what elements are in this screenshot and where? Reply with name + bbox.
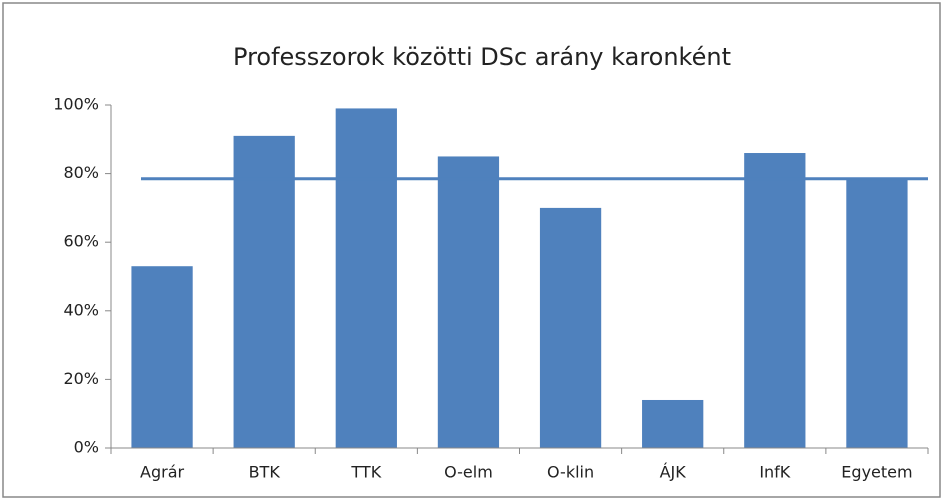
bar (642, 399, 704, 448)
x-tick-label: InfK (759, 463, 790, 482)
x-tick-label: Egyetem (841, 463, 912, 482)
y-tick-label: 0% (74, 438, 99, 457)
x-tick-label: O-elm (444, 463, 493, 482)
chart-title: Professzorok közötti DSc arány karonként (233, 43, 731, 71)
bar (233, 135, 295, 448)
x-tick-label: O-klin (547, 463, 594, 482)
bar (335, 108, 397, 449)
y-tick-label: 20% (63, 369, 99, 388)
bar (744, 153, 806, 448)
y-tick-label: 60% (63, 232, 99, 251)
x-tick-label: ÁJK (660, 463, 687, 482)
y-tick-label: 40% (63, 300, 99, 319)
bar (437, 156, 500, 448)
bar (131, 266, 193, 448)
x-tick-label: BTK (249, 463, 281, 482)
bar (846, 178, 908, 448)
x-tick-label: TTK (350, 463, 381, 482)
bar (539, 207, 602, 448)
x-tick-label: Agrár (140, 463, 184, 482)
y-tick-label: 100% (53, 95, 99, 114)
y-tick-label: 80% (63, 163, 99, 182)
